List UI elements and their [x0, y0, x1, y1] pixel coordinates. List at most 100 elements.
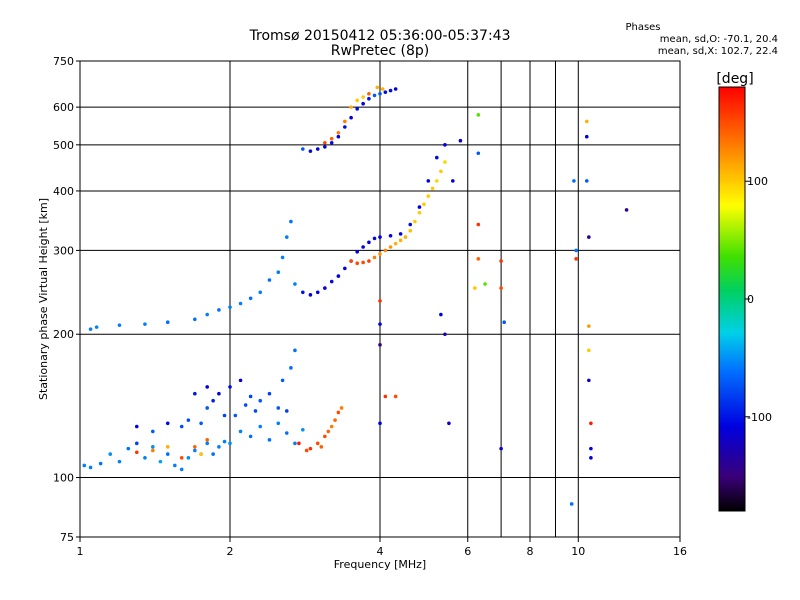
data-point: [301, 290, 305, 295]
data-point: [117, 323, 122, 327]
data-point: [349, 105, 353, 109]
phase-heading: Phases: [625, 22, 660, 33]
data-point: [186, 418, 191, 422]
data-point: [211, 398, 215, 403]
data-point: [205, 406, 209, 410]
data-point: [443, 143, 447, 147]
data-point: [343, 119, 347, 124]
data-point: [349, 115, 353, 120]
data-point: [398, 238, 403, 243]
data-point: [94, 325, 99, 329]
data-point: [205, 312, 209, 317]
data-point: [258, 398, 263, 403]
data-point: [349, 259, 353, 263]
data-point: [413, 219, 417, 224]
data-point: [483, 282, 487, 286]
data-point: [193, 317, 197, 322]
data-point: [158, 459, 163, 464]
grid-lines: [80, 61, 680, 537]
data-point: [323, 434, 327, 439]
data-point: [439, 169, 443, 174]
data-point: [233, 413, 238, 418]
data-point: [217, 445, 221, 449]
data-point: [355, 261, 359, 266]
data-point: [367, 91, 371, 96]
data-point: [134, 441, 139, 446]
data-point: [426, 194, 431, 198]
data-point: [301, 427, 305, 432]
x-tick-label: 16: [673, 545, 687, 558]
data-point: [193, 445, 197, 449]
data-point: [476, 257, 481, 261]
y-tick-label: 500: [53, 139, 74, 152]
data-point: [293, 282, 297, 286]
data-point: [587, 235, 591, 239]
data-point: [284, 235, 289, 239]
colorbar-tick-label: -100: [747, 411, 772, 424]
data-point: [179, 424, 184, 429]
data-point: [329, 140, 334, 145]
data-point: [587, 324, 591, 328]
data-point: [333, 418, 337, 422]
data-point: [361, 101, 365, 106]
data-point: [584, 179, 589, 183]
data-point: [304, 448, 309, 453]
data-point: [388, 233, 393, 238]
data-point: [143, 322, 147, 326]
data-point: [151, 445, 155, 449]
data-point: [336, 410, 341, 415]
data-point: [88, 327, 93, 331]
data-point: [378, 252, 382, 256]
data-point: [476, 222, 481, 227]
colorbar-tick-label: 100: [747, 175, 768, 188]
data-point: [82, 463, 87, 468]
data-point: [589, 456, 593, 460]
data-point: [289, 366, 293, 370]
data-point: [117, 459, 122, 464]
y-tick-label: 750: [53, 55, 74, 68]
data-point: [199, 452, 203, 456]
data-point: [393, 87, 398, 91]
colorbar-tick-label: 0: [747, 293, 754, 306]
data-point: [186, 456, 191, 460]
data-point: [165, 421, 170, 426]
data-point: [108, 452, 113, 456]
data-point: [308, 149, 313, 153]
data-point: [336, 274, 341, 278]
data-point: [587, 348, 591, 353]
data-point: [205, 441, 209, 446]
data-point: [584, 134, 589, 139]
data-point: [393, 241, 398, 246]
data-point: [258, 290, 263, 295]
data-point: [408, 222, 413, 227]
data-point: [284, 409, 289, 413]
x-tick-label: 10: [571, 545, 585, 558]
data-point: [211, 452, 215, 456]
data-point: [329, 279, 334, 284]
y-tick-label: 200: [53, 328, 74, 341]
data-point: [228, 385, 232, 389]
y-tick-label: 75: [60, 531, 74, 544]
data-point: [398, 232, 403, 236]
data-point: [443, 332, 447, 337]
data-point: [193, 448, 197, 453]
data-point: [502, 320, 506, 324]
data-point: [284, 431, 289, 435]
data-point: [378, 91, 382, 96]
x-tick-label: 8: [527, 545, 534, 558]
data-point: [569, 502, 574, 506]
colorbar-ticks: 100 0 -100: [745, 175, 772, 424]
data-point: [388, 88, 393, 93]
data-point: [339, 406, 344, 410]
x-axis-label: Frequency [MHz]: [334, 558, 426, 571]
data-point: [88, 465, 93, 470]
data-point: [134, 450, 139, 455]
data-point: [336, 130, 341, 135]
data-point: [388, 245, 393, 249]
data-point: [238, 429, 243, 434]
x-tick-label: 1: [77, 545, 84, 558]
chart-title: Tromsø 20150412 05:36:00-05:37:43: [249, 28, 511, 44]
data-point: [383, 90, 388, 94]
data-point: [323, 286, 327, 290]
